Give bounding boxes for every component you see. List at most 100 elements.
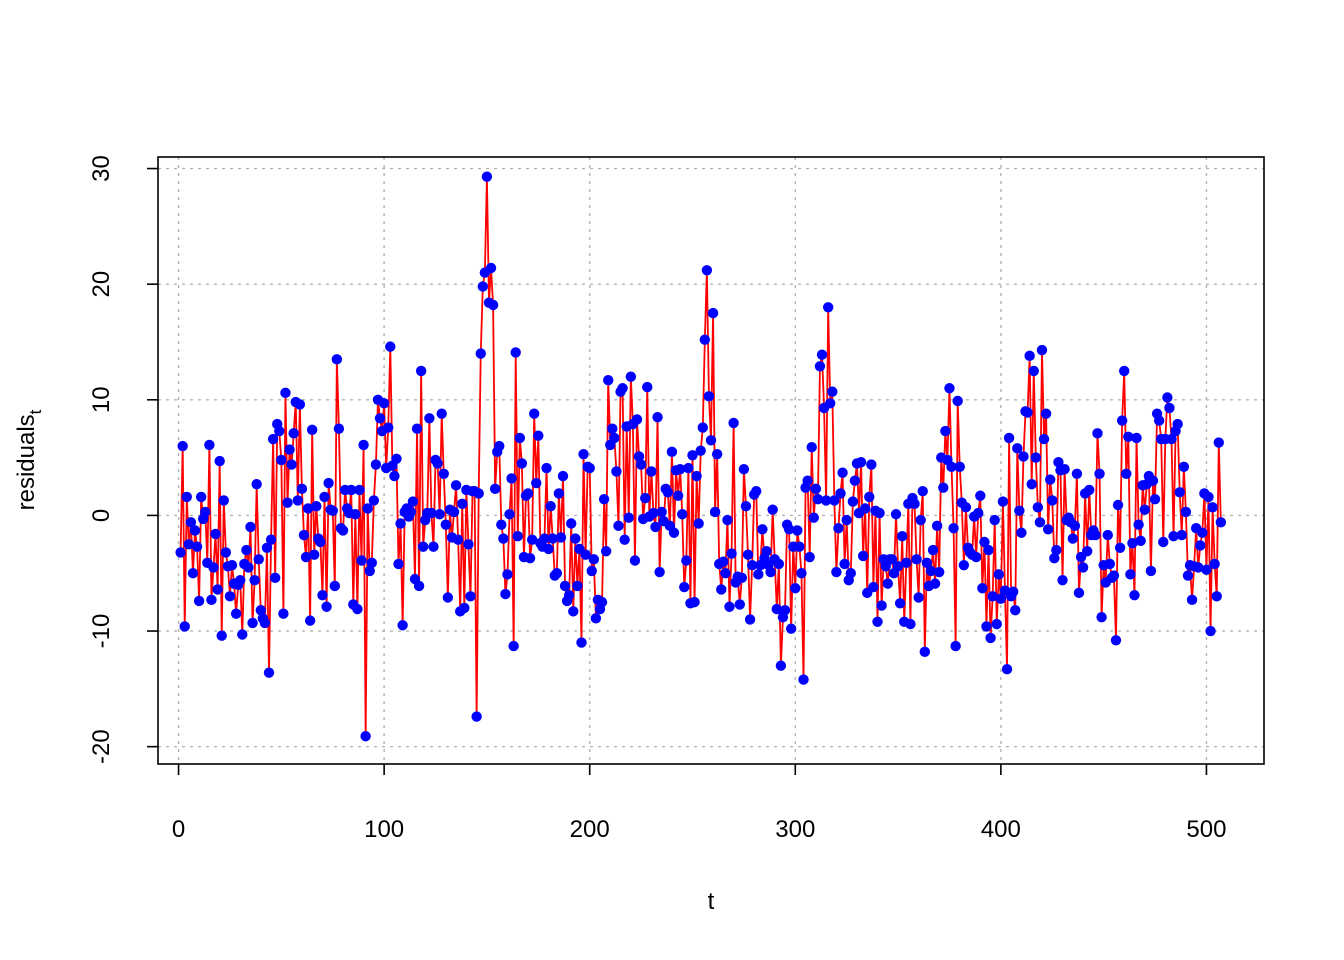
data-point bbox=[790, 583, 801, 594]
data-point bbox=[1084, 484, 1095, 496]
data-point bbox=[226, 559, 238, 571]
data-point bbox=[389, 470, 400, 482]
data-point bbox=[1147, 475, 1159, 486]
data-point bbox=[921, 557, 933, 569]
data-point bbox=[948, 522, 959, 534]
data-point bbox=[1026, 479, 1037, 490]
data-point bbox=[640, 492, 651, 504]
data-point bbox=[590, 613, 602, 624]
data-point bbox=[514, 432, 526, 444]
data-point bbox=[278, 608, 289, 619]
data-point bbox=[1012, 443, 1023, 454]
data-point bbox=[407, 496, 419, 507]
data-point bbox=[831, 566, 842, 578]
data-point bbox=[841, 514, 852, 526]
data-point bbox=[370, 459, 382, 470]
data-point bbox=[300, 551, 312, 563]
data-point bbox=[502, 569, 513, 580]
data-point bbox=[424, 413, 435, 424]
data-point bbox=[718, 556, 729, 567]
data-point bbox=[677, 509, 688, 520]
data-point bbox=[436, 408, 447, 419]
data-point bbox=[666, 446, 678, 458]
data-point bbox=[1201, 564, 1212, 575]
data-point bbox=[267, 433, 279, 445]
data-point bbox=[950, 640, 961, 652]
data-point bbox=[1008, 586, 1019, 597]
data-point bbox=[693, 518, 704, 529]
data-point bbox=[247, 617, 258, 629]
data-point bbox=[753, 569, 764, 580]
data-point bbox=[931, 520, 943, 532]
data-point bbox=[983, 544, 994, 556]
data-point bbox=[868, 581, 879, 593]
data-point bbox=[1077, 562, 1089, 573]
data-point bbox=[378, 398, 390, 409]
data-point bbox=[557, 470, 569, 482]
data-point bbox=[220, 547, 232, 558]
data-point bbox=[989, 514, 1000, 526]
data-point bbox=[475, 348, 486, 359]
data-point bbox=[855, 457, 867, 468]
y-tick-label: 10 bbox=[88, 386, 115, 413]
data-point bbox=[892, 561, 904, 572]
data-point bbox=[434, 509, 445, 520]
data-point bbox=[1145, 565, 1157, 577]
data-point bbox=[794, 541, 805, 552]
data-point bbox=[255, 605, 266, 616]
data-point bbox=[251, 479, 262, 490]
data-point bbox=[1057, 574, 1068, 586]
data-point bbox=[383, 422, 394, 433]
data-point bbox=[798, 674, 809, 685]
data-point bbox=[1195, 540, 1206, 551]
data-point bbox=[709, 506, 721, 518]
data-point bbox=[767, 504, 778, 515]
data-point bbox=[864, 491, 875, 503]
data-point bbox=[911, 554, 922, 565]
data-point bbox=[309, 549, 320, 560]
data-point bbox=[816, 349, 828, 360]
data-point bbox=[212, 584, 223, 595]
data-point bbox=[598, 494, 610, 505]
data-point bbox=[991, 618, 1002, 630]
data-point bbox=[175, 547, 186, 558]
data-point bbox=[866, 459, 877, 470]
data-point bbox=[929, 578, 941, 589]
x-tick-label: 400 bbox=[981, 816, 1021, 843]
data-point bbox=[829, 495, 840, 506]
data-point bbox=[1049, 553, 1060, 564]
data-point bbox=[471, 711, 482, 722]
data-point bbox=[724, 601, 735, 612]
data-point bbox=[894, 598, 906, 609]
data-point bbox=[317, 590, 328, 601]
data-point bbox=[695, 445, 706, 456]
data-point bbox=[327, 505, 338, 516]
data-point bbox=[792, 525, 803, 536]
x-tick-label: 0 bbox=[172, 816, 185, 843]
data-point bbox=[1030, 452, 1042, 463]
data-point bbox=[432, 458, 443, 469]
data-point bbox=[691, 470, 702, 482]
data-point bbox=[600, 546, 612, 557]
data-point bbox=[1092, 428, 1103, 439]
data-point bbox=[368, 495, 380, 506]
data-point bbox=[1069, 520, 1081, 532]
data-point bbox=[500, 588, 511, 600]
y-axis-title: residualst bbox=[13, 409, 45, 510]
data-point bbox=[1116, 415, 1128, 426]
data-point bbox=[814, 361, 826, 372]
data-point bbox=[722, 514, 733, 526]
data-point bbox=[652, 411, 663, 423]
data-point bbox=[547, 533, 558, 544]
data-point bbox=[302, 503, 314, 514]
data-point bbox=[356, 555, 367, 566]
data-point bbox=[352, 603, 363, 615]
data-point bbox=[563, 590, 575, 601]
data-point bbox=[882, 578, 893, 589]
data-point bbox=[177, 440, 188, 452]
data-point bbox=[1034, 517, 1046, 528]
data-point bbox=[707, 307, 719, 319]
data-point bbox=[1158, 536, 1169, 548]
data-point bbox=[674, 463, 686, 475]
data-point bbox=[426, 507, 437, 519]
